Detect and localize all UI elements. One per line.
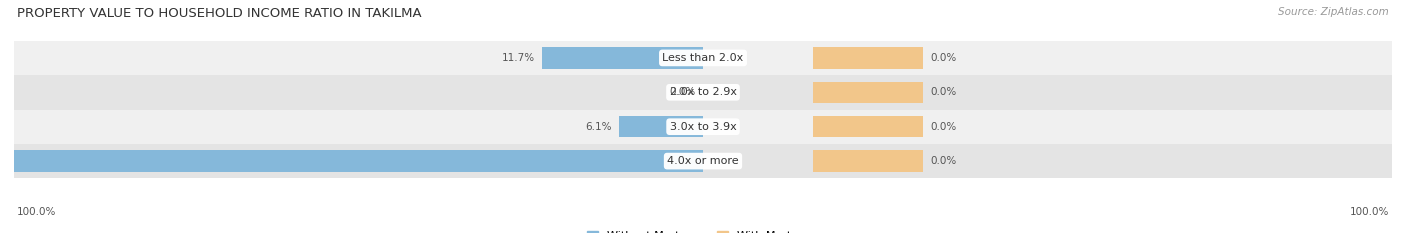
Text: 2.0x to 2.9x: 2.0x to 2.9x (669, 87, 737, 97)
Bar (541, 47, 703, 69)
Text: 0.0%: 0.0% (931, 53, 956, 63)
Text: Less than 2.0x: Less than 2.0x (662, 53, 744, 63)
Text: 11.7%: 11.7% (502, 53, 534, 63)
Text: 100.0%: 100.0% (17, 207, 56, 217)
Bar (14, 144, 1392, 178)
Text: 0.0%: 0.0% (931, 122, 956, 132)
Text: PROPERTY VALUE TO HOUSEHOLD INCOME RATIO IN TAKILMA: PROPERTY VALUE TO HOUSEHOLD INCOME RATIO… (17, 7, 422, 20)
Text: 4.0x or more: 4.0x or more (668, 156, 738, 166)
Text: Source: ZipAtlas.com: Source: ZipAtlas.com (1278, 7, 1389, 17)
Text: 100.0%: 100.0% (1350, 207, 1389, 217)
Bar (813, 47, 924, 69)
Bar (813, 116, 924, 137)
Text: 0.0%: 0.0% (931, 156, 956, 166)
Legend: Without Mortgage, With Mortgage: Without Mortgage, With Mortgage (588, 231, 818, 233)
Text: 0.0%: 0.0% (931, 87, 956, 97)
Bar (14, 41, 1392, 75)
Text: 3.0x to 3.9x: 3.0x to 3.9x (669, 122, 737, 132)
Bar (813, 151, 924, 172)
Bar (813, 82, 924, 103)
Text: 0.0%: 0.0% (669, 87, 696, 97)
Text: 6.1%: 6.1% (585, 122, 612, 132)
Bar (0, 151, 703, 172)
Bar (14, 75, 1392, 110)
Bar (14, 110, 1392, 144)
Bar (619, 116, 703, 137)
